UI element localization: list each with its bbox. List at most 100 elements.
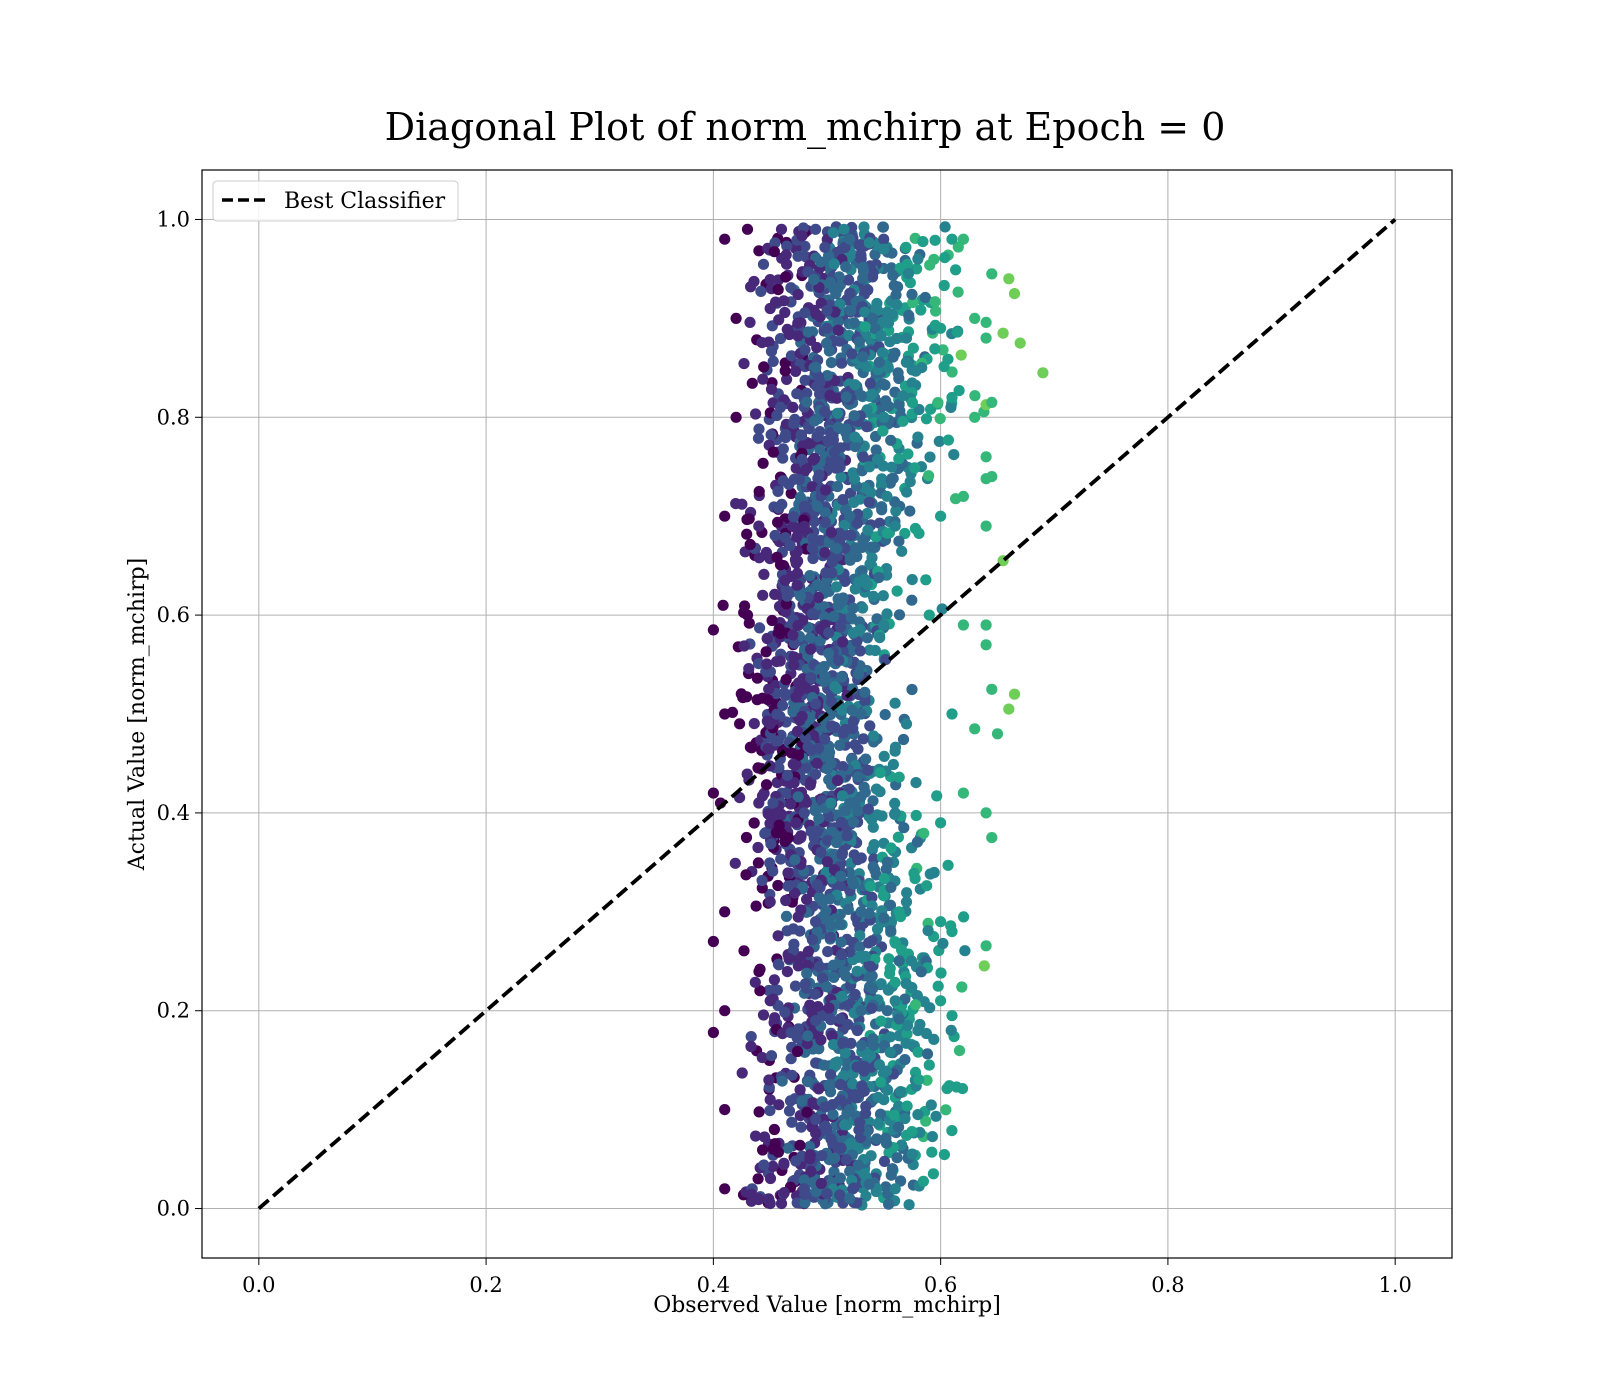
scatter-point xyxy=(795,1121,807,1133)
scatter-point xyxy=(847,602,859,614)
scatter-point xyxy=(753,520,765,532)
scatter-point xyxy=(806,608,819,620)
scatter-point xyxy=(980,520,992,532)
scatter-point xyxy=(867,1039,880,1051)
scatter-point xyxy=(823,1002,835,1014)
scatter-point xyxy=(741,768,753,780)
scatter-point xyxy=(801,462,813,474)
scatter-point xyxy=(789,887,801,899)
scatter-point xyxy=(764,274,776,286)
scatter-point xyxy=(889,496,901,508)
x-tick-label: 0.2 xyxy=(469,1273,502,1297)
scatter-point xyxy=(926,1131,939,1143)
scatter-point xyxy=(900,896,913,908)
scatter-point xyxy=(857,351,869,363)
scatter-point xyxy=(819,1120,832,1132)
scatter-point xyxy=(838,223,850,235)
scatter-point xyxy=(811,879,824,891)
scatter-point xyxy=(956,981,968,993)
scatter-point xyxy=(740,869,752,881)
scatter-point xyxy=(789,854,801,866)
scatter-point xyxy=(796,453,808,466)
scatter-point xyxy=(821,337,833,349)
scatter-point xyxy=(824,427,837,439)
scatter-point xyxy=(830,836,843,849)
scatter-point xyxy=(980,451,992,463)
scatter-point xyxy=(872,1117,884,1129)
scatter-point xyxy=(744,538,756,551)
scatter-point xyxy=(825,526,838,538)
scatter-point xyxy=(877,221,889,233)
scatter-point xyxy=(753,658,765,670)
scatter-point xyxy=(757,1144,769,1156)
scatter-point xyxy=(859,686,871,698)
scatter-point xyxy=(893,398,905,410)
scatter-point xyxy=(820,567,832,579)
scatter-point xyxy=(892,367,904,379)
scatter-point xyxy=(852,771,864,783)
scatter-point xyxy=(776,1028,789,1040)
scatter-point xyxy=(863,461,876,473)
scatter-point xyxy=(764,1094,776,1106)
scatter-point xyxy=(844,554,856,566)
scatter-point xyxy=(771,409,783,422)
scatter-point xyxy=(863,937,875,949)
scatter-point xyxy=(780,910,793,923)
scatter-point xyxy=(803,438,816,450)
scatter-point xyxy=(818,676,830,688)
scatter-point xyxy=(769,237,781,249)
scatter-point xyxy=(781,240,793,252)
scatter-point xyxy=(804,1153,816,1165)
scatter-point xyxy=(822,834,834,847)
scatter-point xyxy=(929,234,941,246)
scatter-point xyxy=(923,609,935,621)
scatter-point xyxy=(787,706,799,718)
scatter-point xyxy=(829,1152,841,1164)
scatter-point xyxy=(740,831,753,844)
scatter-point xyxy=(750,408,762,420)
scatter-point xyxy=(829,681,841,693)
scatter-point xyxy=(883,1198,895,1210)
scatter-point xyxy=(794,590,807,602)
scatter-point xyxy=(786,520,799,533)
scatter-point xyxy=(826,1030,838,1042)
scatter-point xyxy=(825,357,838,369)
scatter-point xyxy=(756,874,768,887)
scatter-point xyxy=(764,1172,777,1185)
scatter-point xyxy=(823,250,835,262)
scatter-point xyxy=(757,373,769,385)
scatter-point xyxy=(931,790,943,802)
scatter-point xyxy=(765,1050,778,1062)
scatter-point xyxy=(834,918,846,931)
scatter-point xyxy=(784,1095,797,1107)
scatter-point xyxy=(787,944,800,956)
scatter-point xyxy=(921,1074,933,1086)
scatter-point xyxy=(908,867,920,879)
scatter-point xyxy=(805,744,817,756)
scatter-point xyxy=(815,1034,827,1046)
scatter-point xyxy=(928,1033,940,1045)
scatter-point xyxy=(806,481,818,493)
scatter-point xyxy=(813,1043,825,1055)
scatter-point xyxy=(754,963,766,975)
scatter-point xyxy=(867,821,879,833)
scatter-point xyxy=(912,1024,924,1037)
scatter-point xyxy=(751,672,764,684)
scatter-point xyxy=(860,361,872,373)
scatter-point xyxy=(824,389,836,401)
scatter-point xyxy=(892,831,905,843)
scatter-point xyxy=(881,527,893,539)
scatter-point xyxy=(832,599,845,611)
scatter-point xyxy=(763,683,775,695)
scatter-point xyxy=(881,490,893,502)
scatter-point xyxy=(938,279,950,292)
scatter-point xyxy=(886,461,898,473)
scatter-point xyxy=(780,674,792,686)
scatter-point xyxy=(760,779,773,791)
scatter-point xyxy=(857,451,869,463)
scatter-point xyxy=(898,822,910,834)
scatter-point xyxy=(904,476,916,488)
scatter-point xyxy=(920,574,932,586)
scatter-point xyxy=(818,611,831,623)
